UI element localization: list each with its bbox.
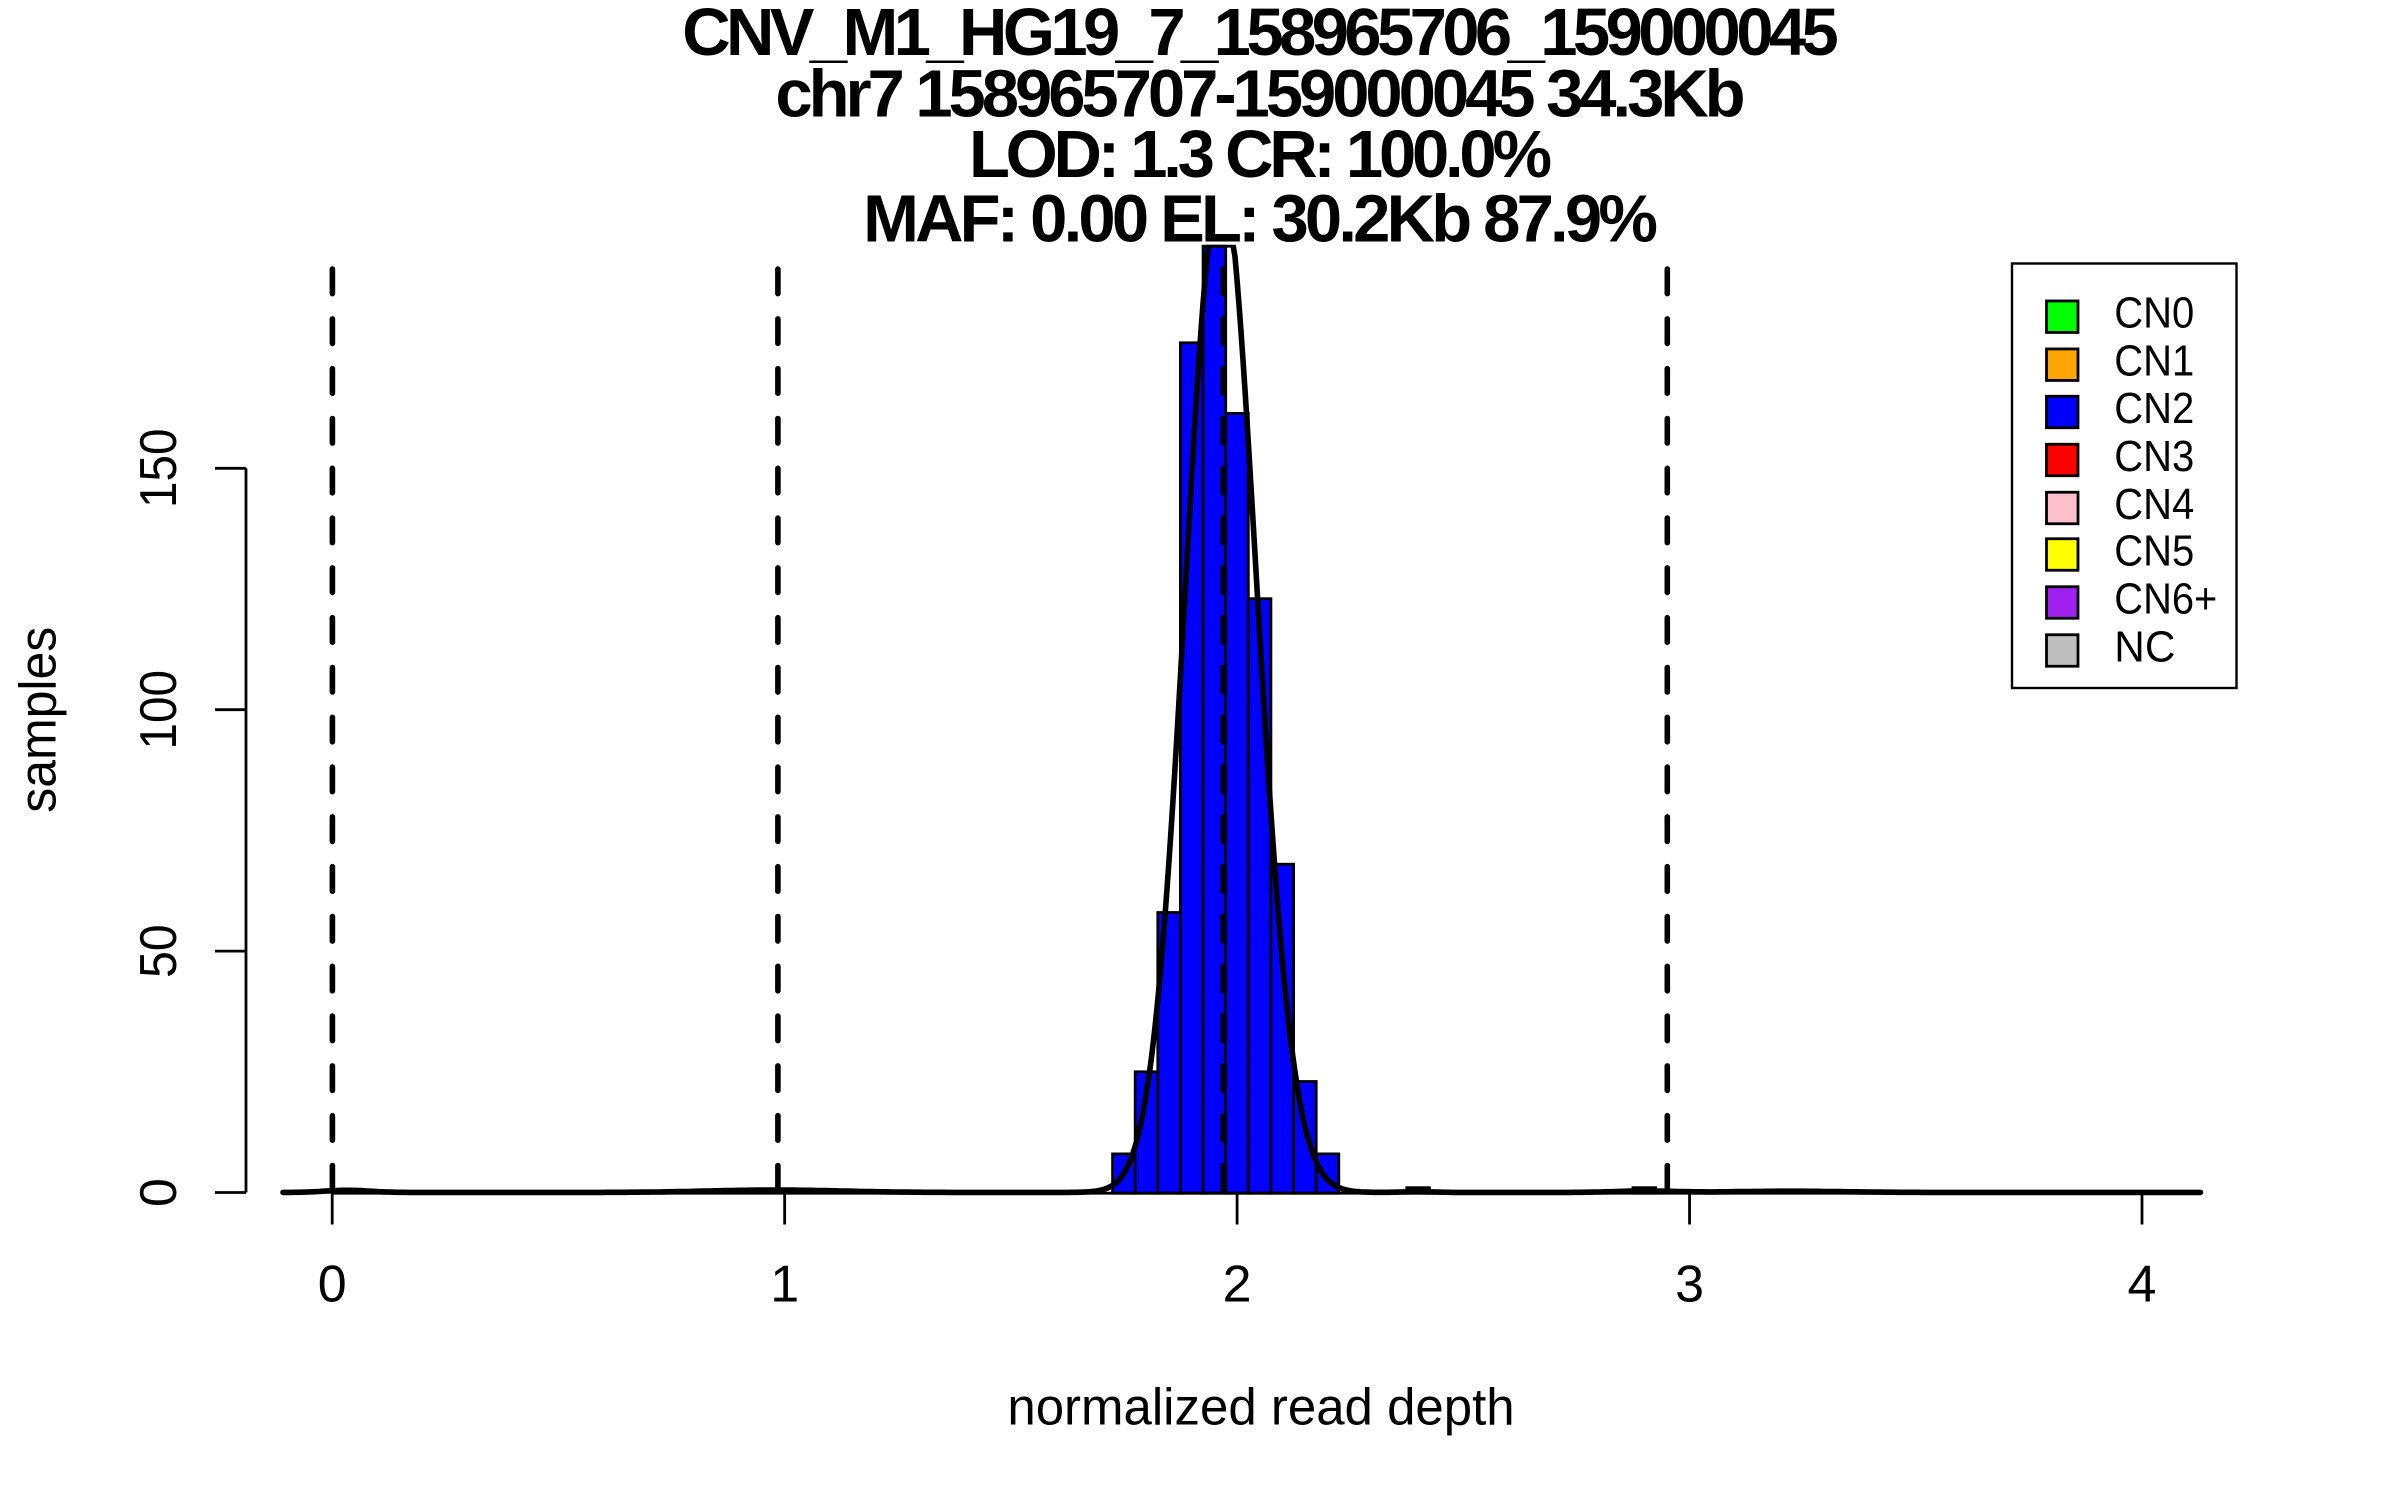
svg-text:CN4: CN4 — [2114, 481, 2194, 529]
svg-text:CN3: CN3 — [2114, 433, 2194, 481]
svg-text:50: 50 — [130, 924, 188, 978]
svg-text:normalized read depth: normalized read depth — [1007, 1379, 1514, 1437]
svg-text:2: 2 — [1223, 1256, 1252, 1314]
svg-text:150: 150 — [130, 429, 188, 509]
svg-text:CN1: CN1 — [2114, 338, 2194, 386]
svg-text:samples: samples — [10, 627, 68, 813]
svg-text:CN2: CN2 — [2114, 385, 2194, 433]
svg-text:CN6+: CN6+ — [2114, 576, 2217, 624]
svg-text:MAF: 0.00 EL: 30.2Kb 87.9%: MAF: 0.00 EL: 30.2Kb 87.9% — [863, 182, 1658, 257]
svg-text:1: 1 — [770, 1256, 799, 1314]
svg-text:3: 3 — [1675, 1256, 1704, 1314]
svg-text:LOD: 1.3 CR: 100.0%: LOD: 1.3 CR: 100.0% — [969, 117, 1552, 192]
svg-text:CN5: CN5 — [2114, 528, 2194, 576]
svg-text:chr7 158965707-159000045 34.3K: chr7 158965707-159000045 34.3Kb — [775, 56, 1745, 131]
svg-text:CNV_M1_HG19_7_158965706_159000: CNV_M1_HG19_7_158965706_159000045 — [682, 0, 1839, 70]
svg-text:4: 4 — [2128, 1256, 2157, 1314]
svg-text:100: 100 — [130, 670, 188, 750]
svg-text:0: 0 — [130, 1178, 188, 1207]
svg-text:0: 0 — [318, 1256, 347, 1314]
svg-text:CN0: CN0 — [2114, 290, 2194, 338]
svg-text:NC: NC — [2114, 624, 2175, 672]
